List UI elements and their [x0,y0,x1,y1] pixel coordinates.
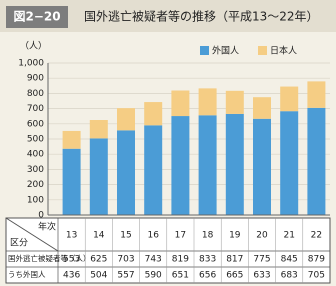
y-tick-label: 1,000 [18,59,44,69]
row-label: 国外逃亡被疑者等（人） [8,253,91,263]
y-tick-label: 0 [38,211,44,221]
table-cell: 656 [199,271,216,281]
bar-segment [144,125,163,215]
corner-column: 年次 [38,221,56,233]
table-cell: 879 [308,255,325,265]
y-tick-label: 400 [27,150,44,160]
table-cell: 590 [145,271,162,281]
legend-swatch [200,46,209,55]
y-tick-label: 700 [27,104,44,114]
table-cell: 705 [308,271,325,281]
legend-label: 日本人 [270,45,297,57]
row-label: うち外国人 [8,269,46,279]
figure-label: 図2−20 [13,10,60,24]
table-cell: 845 [281,255,298,265]
year-label: 20 [256,231,268,241]
table-cell: 665 [226,271,243,281]
bar-segment [307,81,326,108]
y-tick-label: 200 [27,180,44,190]
y-tick-label: 100 [27,195,44,205]
bar-segment [253,97,271,119]
bar-segment [171,116,190,215]
year-label: 15 [120,231,131,241]
table-cell: 683 [281,271,298,281]
corner-diagonal [5,217,59,252]
figure-label-box [6,6,68,28]
legend-swatch [258,46,267,55]
y-tick-label: 900 [27,74,44,84]
bar-segment [198,88,217,116]
bar-segment [307,107,326,215]
table-cell: 504 [90,271,107,281]
table-cell: 819 [172,255,189,265]
y-axis-label: （人） [20,41,47,52]
table-frame [5,217,331,284]
bar-segment [62,148,81,215]
bar-segment [253,118,271,215]
bar-segment [117,108,135,131]
table-cell: 817 [226,255,243,265]
year-label: 13 [66,231,77,241]
year-label: 21 [283,231,294,241]
year-label: 14 [93,231,105,241]
bar-segment [225,113,244,215]
bar-segment [117,130,135,215]
bar-segment [198,115,217,215]
table-cell: 775 [253,255,270,265]
corner-row: 区分 [10,238,28,249]
bar-segment [89,138,108,215]
legend-label: 外国人 [212,45,239,57]
table-cell: 436 [63,271,80,281]
bar-segment [144,102,163,126]
bar-segment [171,90,190,117]
y-tick-label: 600 [27,119,44,129]
year-label: 18 [202,231,214,241]
year-label: 22 [311,231,322,241]
table-cell: 625 [90,255,107,265]
table-cell: 553 [63,255,80,265]
bar-segment [225,90,244,114]
table-cell: 633 [253,271,270,281]
table-cell: 743 [145,255,162,265]
bar-segment [280,111,299,215]
table-cell: 703 [117,255,134,265]
year-label: 17 [175,231,186,241]
bar-segment [280,86,299,112]
table-cell: 833 [199,255,216,265]
year-label: 16 [147,231,159,241]
y-tick-label: 300 [27,165,44,175]
table-cell: 651 [172,271,189,281]
bar-segment [89,120,108,139]
year-label: 19 [229,231,241,241]
bar-segment [62,130,81,149]
chart-title: 国外逃亡被疑者等の推移（平成13～22年） [84,9,319,24]
table-cell: 557 [117,271,134,281]
y-tick-label: 500 [27,135,44,145]
y-tick-label: 800 [27,89,44,99]
